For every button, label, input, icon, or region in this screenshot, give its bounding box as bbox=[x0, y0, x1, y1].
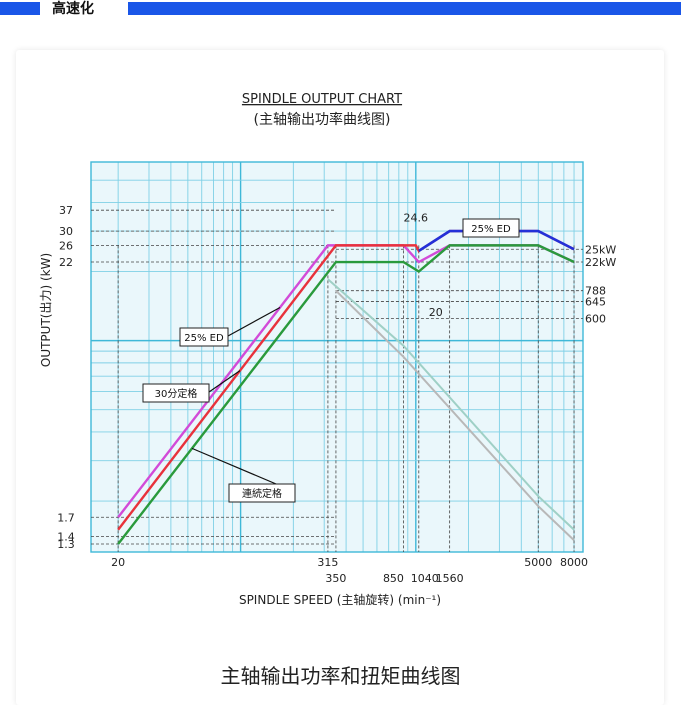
legend-label: 30分定格 bbox=[155, 387, 198, 400]
y-tick-label: 26 bbox=[59, 239, 73, 252]
y-tick-label: 1.4 bbox=[57, 531, 75, 544]
annotation-label: 24.6 bbox=[404, 212, 429, 225]
right-tick-label: 600 bbox=[585, 312, 606, 325]
x-tick-label: 5000 bbox=[524, 556, 552, 569]
y-tick-label: 1.7 bbox=[57, 511, 75, 524]
x-tick-label: 315 bbox=[317, 556, 338, 569]
top-legend-label: 25% ED bbox=[471, 224, 511, 235]
y-tick-label: 1.3 bbox=[57, 538, 75, 551]
y-tick-label: 22 bbox=[59, 256, 73, 269]
right-tick-label: 788 bbox=[585, 285, 606, 298]
legend-label: 連続定格 bbox=[242, 487, 282, 500]
chart-subtitle: (主轴输出功率曲线图) bbox=[254, 111, 391, 128]
right-tick-label: 22kW bbox=[585, 256, 616, 269]
y-axis-label: OUTPUT(出力) (kW) bbox=[39, 253, 53, 367]
x-tick-label: 20 bbox=[111, 556, 125, 569]
section-title: 高速化 bbox=[52, 1, 94, 17]
legend-label: 25% ED bbox=[184, 333, 224, 344]
legend-box bbox=[228, 483, 296, 503]
y-tick-label: 37 bbox=[59, 204, 73, 217]
right-tick-label: 645 bbox=[585, 296, 606, 309]
x-axis-label: SPINDLE SPEED (主轴旋转) (min⁻¹) bbox=[239, 592, 441, 607]
right-tick-label: 25kW bbox=[585, 243, 616, 256]
chart-title: SPINDLE OUTPUT CHART bbox=[242, 92, 402, 107]
torque-curve bbox=[335, 289, 575, 541]
plot-frame bbox=[90, 161, 584, 553]
x-tick-label: 850 bbox=[383, 572, 404, 585]
x-tick-label: 1040 bbox=[411, 572, 439, 585]
legend-box bbox=[142, 383, 210, 403]
x-tick-label: 1560 bbox=[436, 572, 464, 585]
series-line bbox=[117, 244, 575, 545]
grid bbox=[90, 161, 584, 553]
top-legend-box bbox=[462, 218, 520, 238]
header-bar-left bbox=[0, 2, 40, 15]
legend-box bbox=[179, 327, 229, 347]
y-tick-label: 30 bbox=[59, 225, 73, 238]
header-bar-right bbox=[128, 2, 681, 15]
annotation-label: 20 bbox=[429, 306, 443, 319]
x-tick-label: 8000 bbox=[560, 556, 588, 569]
x-tick-label: 350 bbox=[325, 572, 346, 585]
torque-curve bbox=[327, 278, 575, 531]
legend-pointer bbox=[208, 370, 241, 393]
legend-pointer bbox=[227, 306, 281, 337]
figure-caption: 主轴输出功率和扭矩曲线图 bbox=[220, 664, 461, 688]
